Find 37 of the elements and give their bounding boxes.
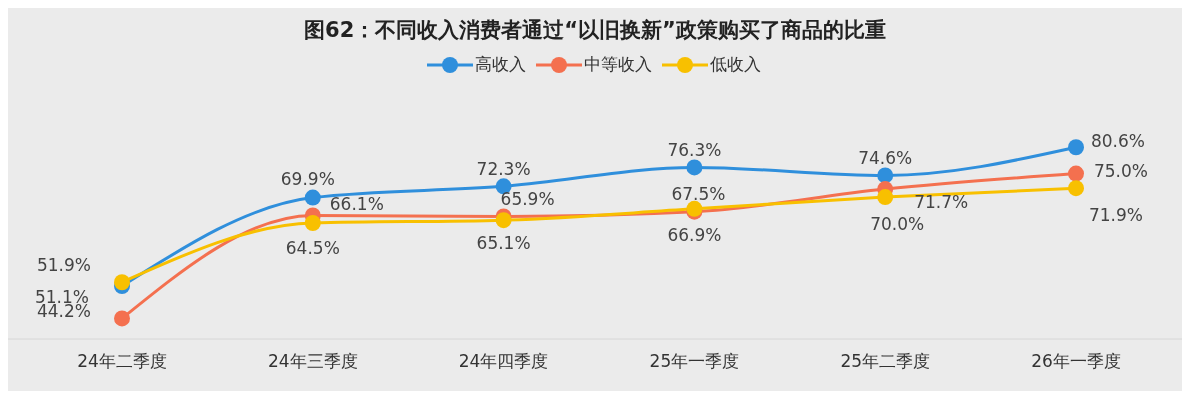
data-label: 71.9% [1088, 205, 1144, 226]
data-label: 66.9% [667, 224, 722, 245]
point [877, 167, 894, 184]
data-label: 71.7% [914, 192, 969, 213]
point [304, 189, 321, 206]
legend-label: 低收入 [710, 53, 761, 76]
data-label: 67.5% [671, 183, 726, 204]
x-tick-label: 24年二季度 [77, 351, 167, 372]
data-label: 76.3% [667, 140, 722, 161]
x-tick-label: 24年四季度 [458, 351, 549, 372]
point [1068, 139, 1084, 156]
x-tick-label: 25年二季度 [840, 351, 931, 372]
legend-label: 高收入 [475, 53, 526, 76]
point [495, 212, 512, 229]
point [1068, 180, 1084, 197]
point [114, 310, 130, 327]
x-tick-label: 24年三季度 [267, 351, 358, 372]
point [304, 214, 321, 231]
data-label: 65.1% [476, 233, 531, 254]
data-label: 72.3% [476, 159, 531, 180]
data-label: 65.9% [500, 189, 555, 210]
data-label: 66.1% [329, 194, 384, 215]
chart-title: 图62：不同收入消费者通过“以旧换新”政策购买了商品的比重 [303, 17, 887, 44]
point [1068, 165, 1084, 182]
data-label: 80.6% [1090, 131, 1146, 152]
point [114, 274, 130, 291]
point [686, 159, 703, 176]
legend-label: 中等收入 [584, 53, 652, 76]
x-tick-label: 25年一季度 [649, 351, 740, 372]
data-label: 51.9% [36, 255, 92, 276]
point [877, 189, 894, 206]
data-label: 70.0% [870, 214, 925, 235]
data-label: 74.6% [858, 148, 913, 169]
x-tick-label: 26年一季度 [1031, 351, 1121, 372]
data-label: 64.5% [285, 237, 340, 258]
data-label: 69.9% [280, 168, 335, 189]
data-label: 75.0% [1093, 160, 1149, 181]
